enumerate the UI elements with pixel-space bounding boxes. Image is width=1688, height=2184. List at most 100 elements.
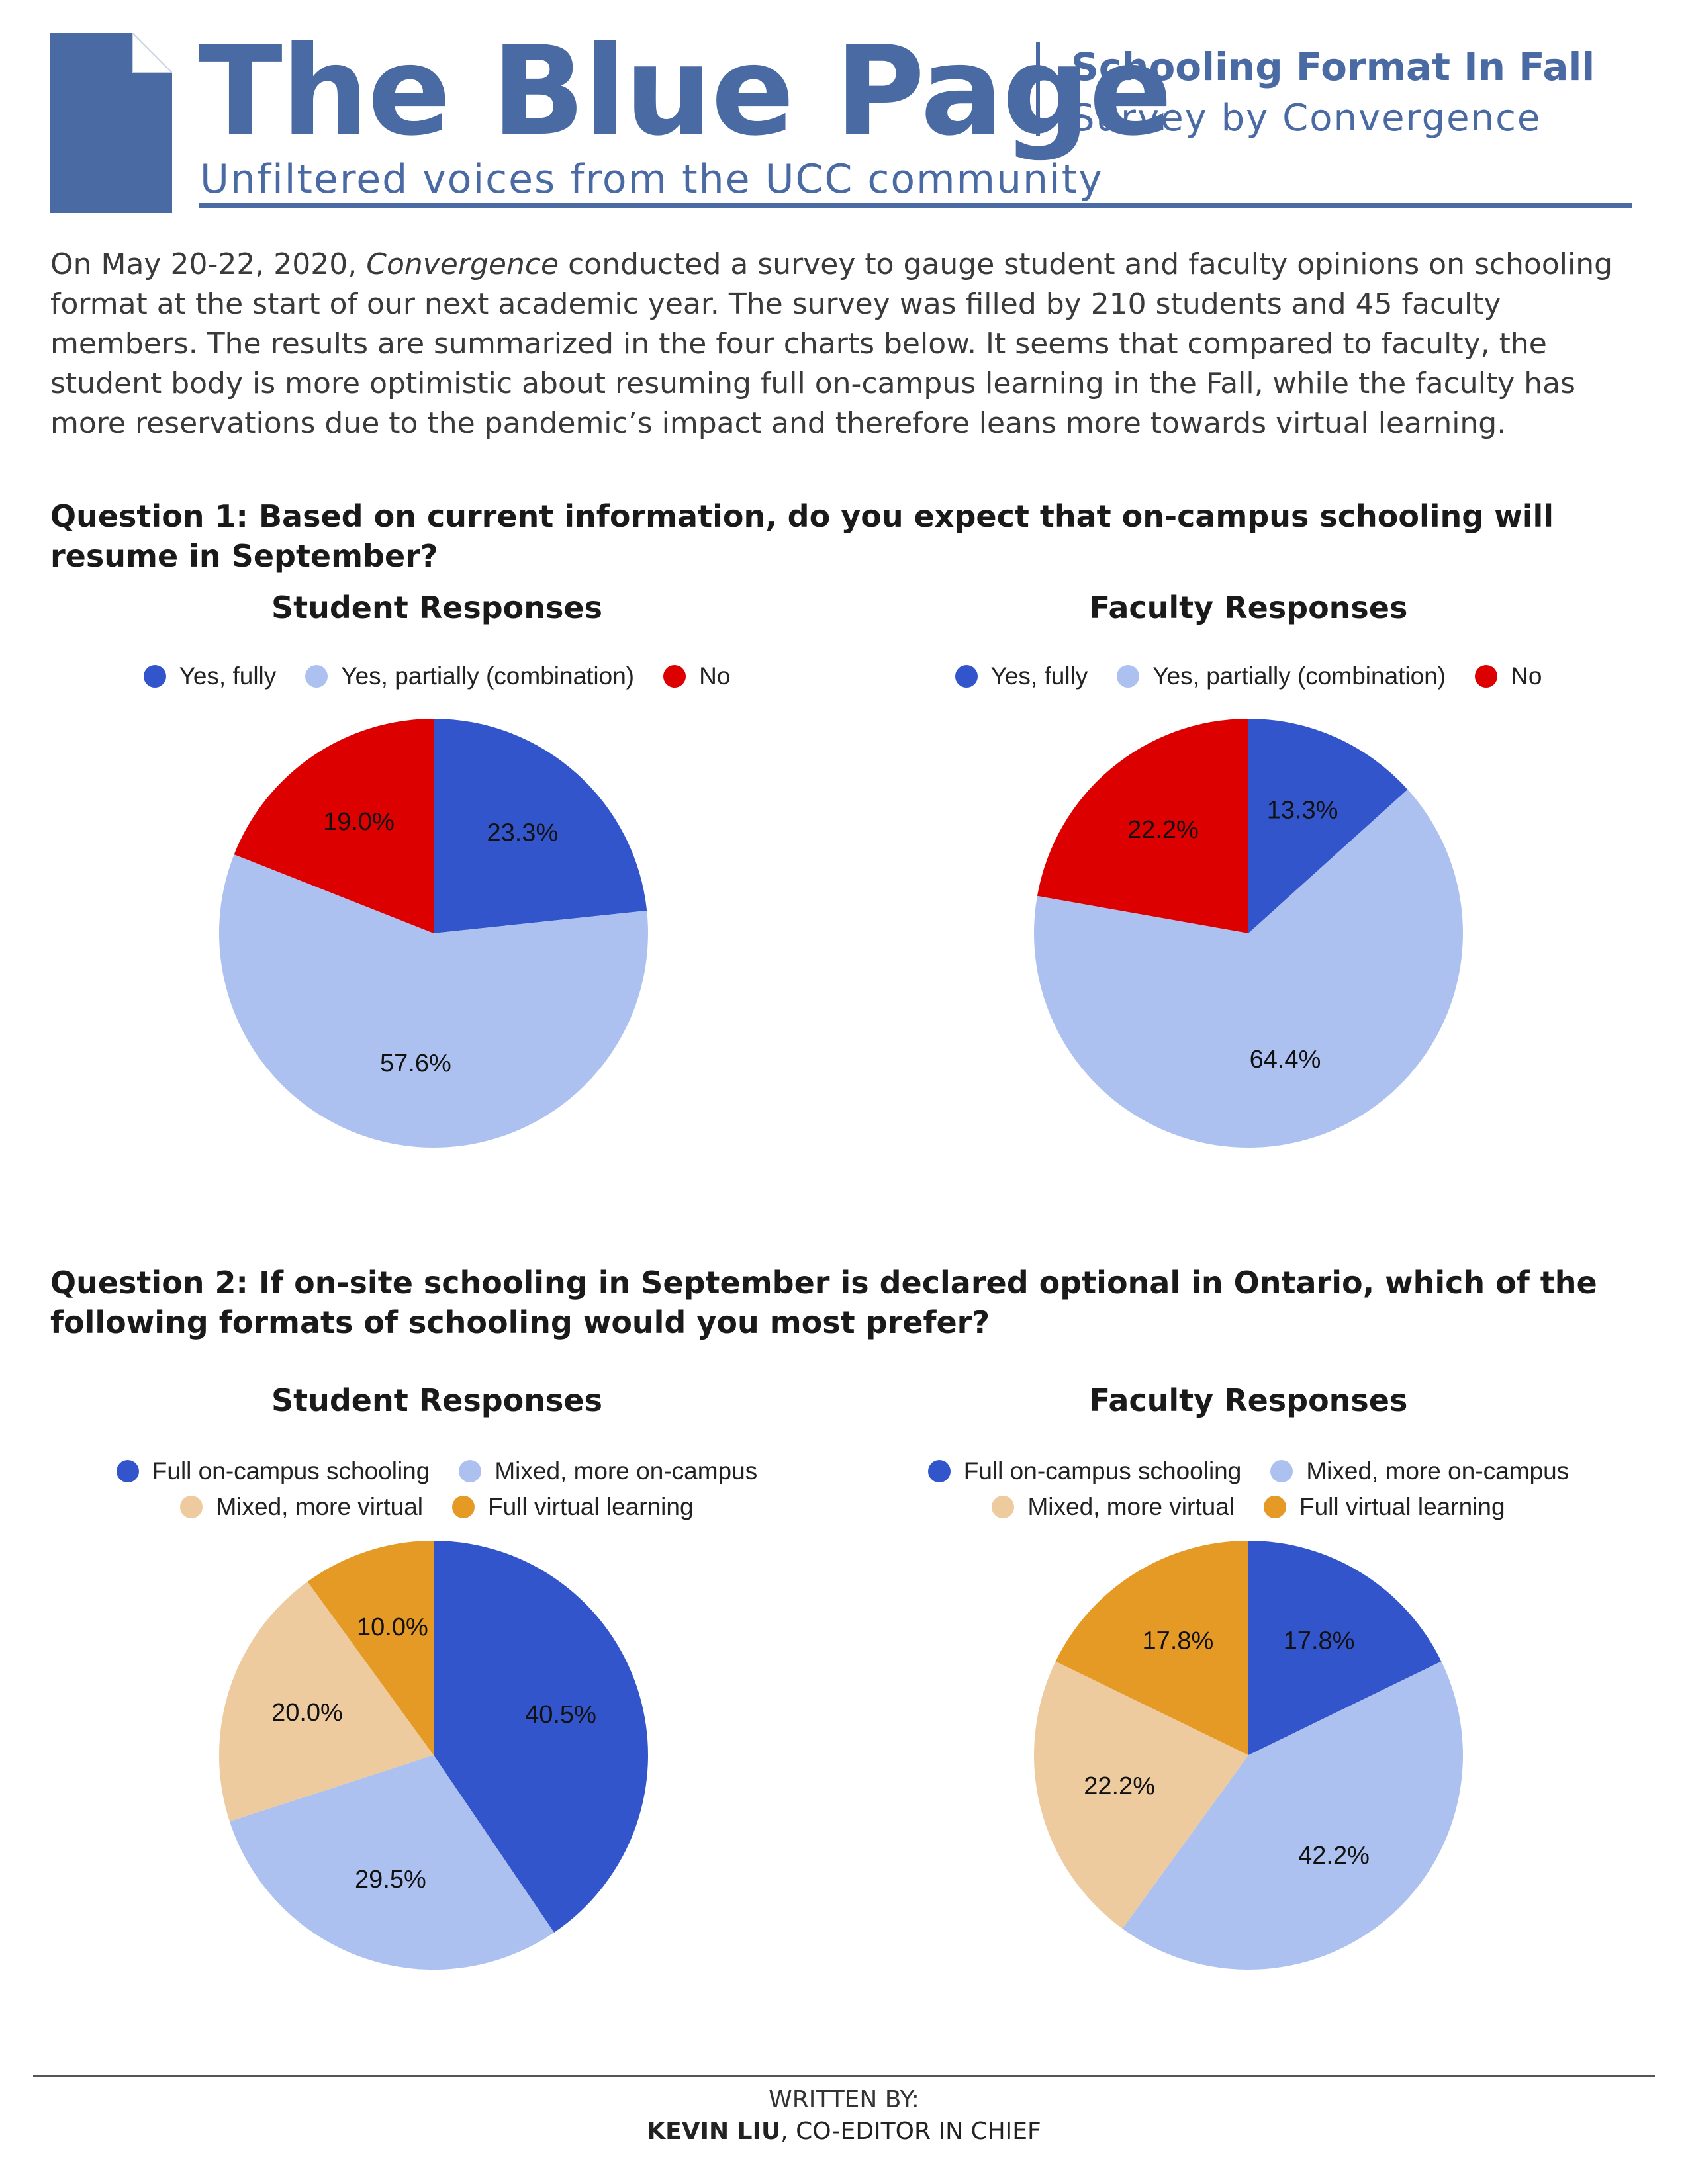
legend-swatch [452, 1496, 475, 1518]
slice-value-label: 42.2% [1298, 1842, 1370, 1870]
legend-label: Mixed, more on-campus [494, 1457, 758, 1484]
question-1-heading: Question 1: Based on current information… [50, 498, 1554, 574]
legend-label: Yes, fully [990, 662, 1088, 690]
topic-subtitle: Survey by Convergence [1071, 97, 1542, 140]
pie-slice [234, 719, 434, 933]
pie-slice [1034, 1661, 1248, 1929]
q2-student-chart-title: Student Responses [271, 1383, 602, 1418]
slice-value-label: 22.2% [1084, 1772, 1155, 1800]
legend-swatch [180, 1496, 203, 1518]
q1-faculty-legend: Yes, fully Yes, partially (combination) No [884, 659, 1613, 694]
legend-swatch [459, 1460, 482, 1482]
slice-value-label: 22.2% [1127, 816, 1199, 844]
legend-item: Yes, partially (combination) [1117, 659, 1446, 694]
legend-label: No [1511, 662, 1542, 690]
legend-swatch [143, 665, 166, 688]
pie-slice [1122, 1661, 1463, 1970]
legend-label: Full on-campus schooling [963, 1457, 1242, 1484]
legend-swatch [305, 665, 328, 688]
slice-value-label: 20.0% [271, 1699, 343, 1727]
legend-item: No [663, 659, 730, 694]
topic-title: Schooling Format In Fall [1071, 44, 1595, 89]
legend-item: Yes, fully [955, 659, 1088, 694]
legend-label: Full on-campus schooling [152, 1457, 430, 1484]
footer-author: KEVIN LIU, CO-EDITOR IN CHIEF [0, 2116, 1688, 2147]
pie-slice [1055, 1541, 1248, 1755]
legend-label: Yes, fully [179, 662, 277, 690]
q2-faculty-chart-title: Faculty Responses [1089, 1383, 1408, 1418]
legend-item: Mixed, more virtual [992, 1489, 1235, 1525]
pie-slice [434, 719, 647, 933]
slice-value-label: 13.3% [1267, 796, 1338, 824]
q2-faculty-legend: Full on-campus schooling Mixed, more on-c… [884, 1453, 1613, 1525]
legend-item: Full virtual learning [452, 1489, 694, 1525]
legend-item: Full on-campus schooling [927, 1453, 1242, 1489]
slice-value-label: 57.6% [380, 1050, 451, 1077]
legend-swatch [1270, 1460, 1293, 1482]
legend-item: Yes, partially (combination) [305, 659, 634, 694]
slice-value-label: 23.3% [487, 819, 558, 847]
masthead-divider [1036, 42, 1040, 136]
pie-slice [219, 854, 649, 1148]
q1-student-legend: Yes, fully Yes, partially (combination) No [73, 659, 801, 694]
page-logo-icon [50, 33, 172, 213]
legend-item: Full on-campus schooling [116, 1453, 430, 1489]
legend-label: Yes, partially (combination) [341, 662, 635, 690]
legend-label: Yes, partially (combination) [1152, 662, 1446, 690]
q1-faculty-chart-title: Faculty Responses [1089, 590, 1408, 625]
masthead-tagline: Unfiltered voices from the UCC community [200, 156, 1103, 203]
masthead-title: The Blue Page [199, 19, 1172, 163]
legend-swatch [992, 1496, 1015, 1518]
legend-label: Full virtual learning [1299, 1493, 1505, 1520]
legend-label: Mixed, more on-campus [1306, 1457, 1570, 1484]
legend-item: Yes, fully [143, 659, 277, 694]
legend-label: Full virtual learning [488, 1493, 694, 1520]
slice-value-label: 17.8% [1284, 1627, 1355, 1655]
legend-swatch [116, 1460, 139, 1482]
legend-swatch [927, 1460, 951, 1482]
legend-label: Mixed, more virtual [1027, 1493, 1235, 1520]
question-2-heading: Question 2: If on-site schooling in Sept… [50, 1265, 1597, 1340]
pie-slice [229, 1755, 555, 1970]
slice-value-label: 40.5% [525, 1701, 596, 1729]
slice-value-label: 19.0% [323, 808, 395, 836]
legend-item: Mixed, more on-campus [1270, 1453, 1569, 1489]
pie-slice [1248, 1541, 1442, 1755]
footer-byline-label: WRITTEN BY: [769, 2086, 919, 2113]
q1-faculty-pie-chart: 13.3% 64.4% 22.2% [1034, 719, 1463, 1148]
legend-label: Mixed, more virtual [216, 1493, 423, 1520]
legend-label: No [699, 662, 731, 690]
legend-item: Mixed, more virtual [180, 1489, 423, 1525]
author-role: , CO-EDITOR IN CHIEF [780, 2118, 1041, 2145]
legend-swatch [1117, 665, 1140, 688]
legend-swatch [663, 665, 686, 688]
pie-slice [434, 1541, 648, 1933]
legend-item: No [1475, 659, 1542, 694]
legend-swatch [1264, 1496, 1286, 1518]
intro-paragraph: On May 20-22, 2020, Convergence conducte… [50, 245, 1639, 443]
q2-student-pie-chart: 40.5% 29.5% 20.0% 10.0% [219, 1541, 648, 1970]
intro-text-rest: conducted a survey to gauge student and … [50, 248, 1613, 440]
slice-value-label: 29.5% [355, 1866, 426, 1893]
q2-faculty-pie-chart: 17.8% 42.2% 22.2% 17.8% [1034, 1541, 1463, 1970]
intro-publication-name: Convergence [366, 248, 559, 281]
intro-text-start: On May 20-22, 2020, [50, 248, 367, 281]
q1-student-chart-title: Student Responses [271, 590, 602, 625]
slice-value-label: 17.8% [1143, 1627, 1214, 1655]
legend-item: Full virtual learning [1264, 1489, 1505, 1525]
legend-item: Mixed, more on-campus [459, 1453, 757, 1489]
legend-swatch [1475, 665, 1498, 688]
slice-value-label: 10.0% [357, 1614, 428, 1641]
author-name: KEVIN LIU [647, 2118, 781, 2145]
masthead-rule [199, 203, 1632, 208]
pie-slice [1248, 719, 1408, 933]
pie-slice [1034, 789, 1463, 1148]
pie-slice [1037, 719, 1248, 933]
footer-rule [33, 2075, 1655, 2077]
pie-slice [307, 1541, 434, 1755]
q1-student-pie-chart: 23.3% 57.6% 19.0% [219, 719, 649, 1148]
legend-swatch [955, 665, 978, 688]
slice-value-label: 64.4% [1250, 1046, 1321, 1073]
pie-slice [219, 1581, 434, 1822]
q2-student-legend: Full on-campus schooling Mixed, more on-c… [73, 1453, 801, 1525]
